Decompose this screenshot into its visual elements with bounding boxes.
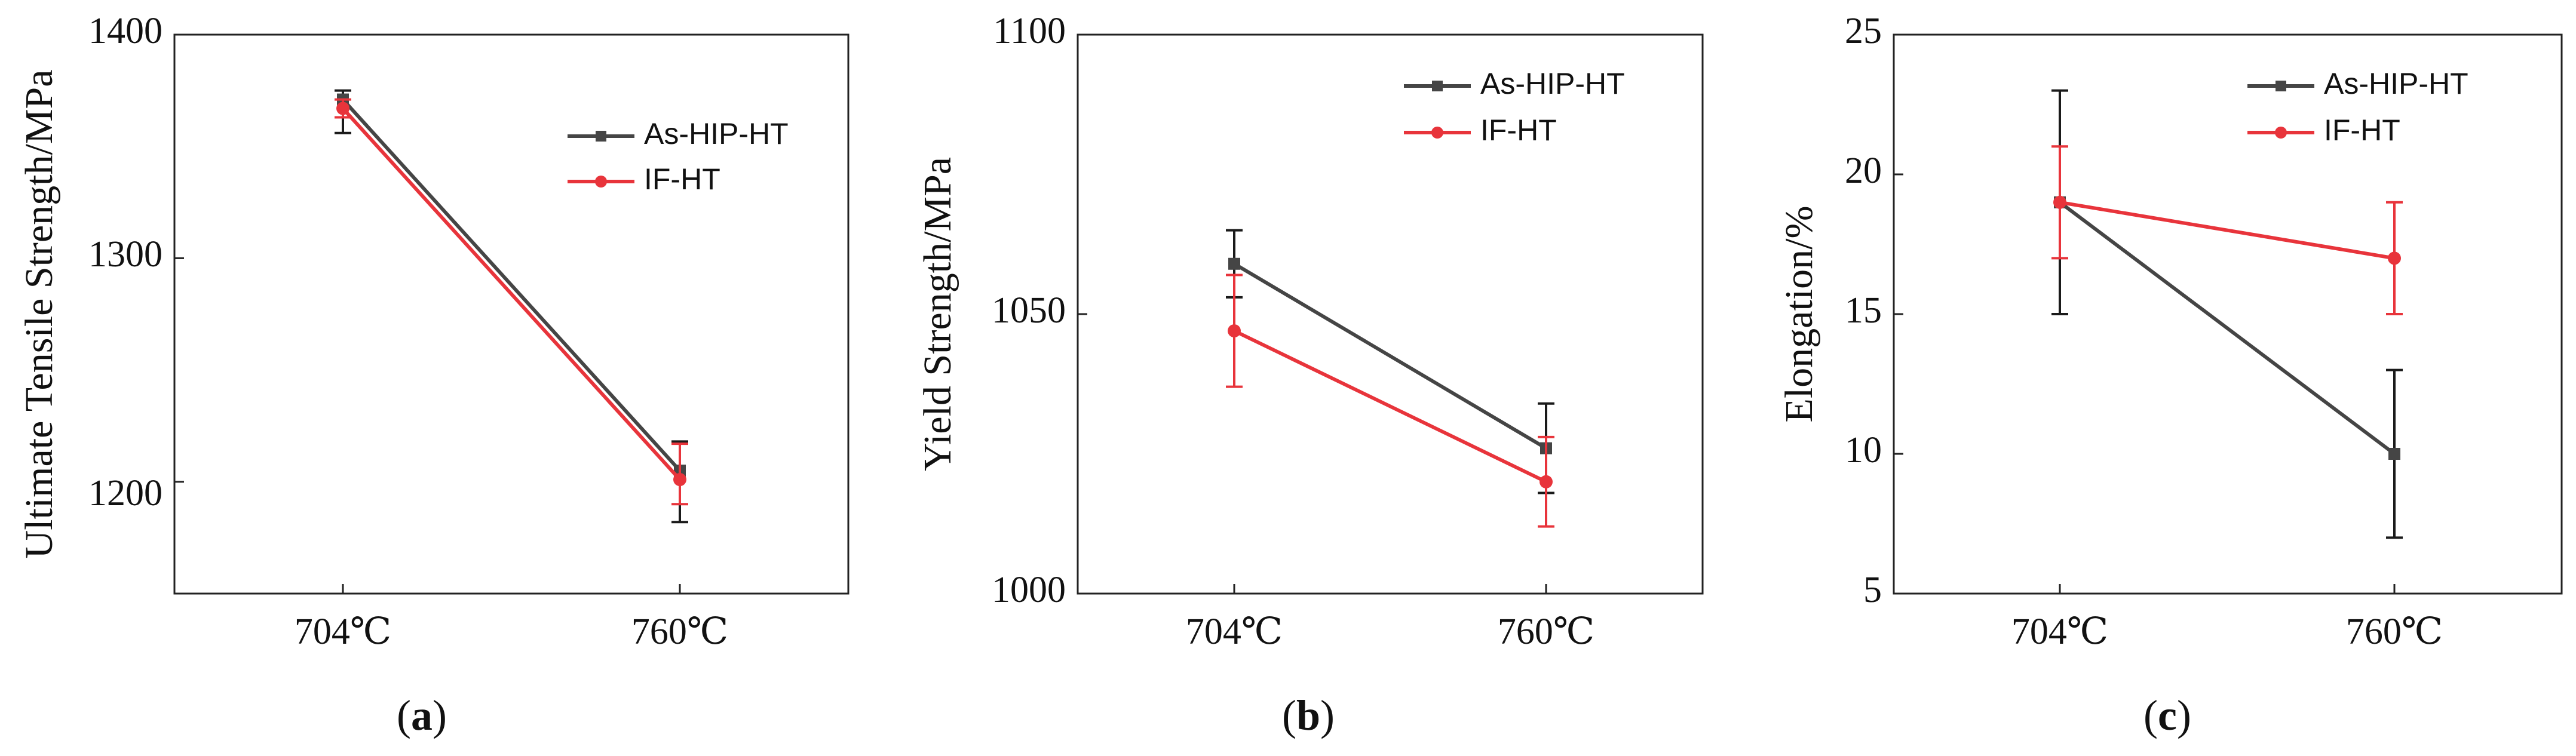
series-line-a-0	[341, 98, 682, 472]
ytick-label-c-0: 5	[1863, 570, 1882, 610]
ytick-label-c-1: 10	[1845, 430, 1882, 471]
ytick-label-a-1: 1300	[88, 234, 162, 275]
plot-frame-a	[173, 33, 850, 595]
panel-letter-b: b	[1296, 692, 1320, 739]
plot-data-b	[1226, 229, 1554, 528]
legend-label-c-1: IF-HT	[2324, 113, 2400, 147]
ytick-label-c-2: 15	[1845, 290, 1882, 331]
legend-marker-b-1	[1431, 127, 1443, 139]
ytick-label-c-4: 25	[1845, 11, 1882, 51]
plot-data-a	[335, 89, 688, 524]
y-ticks-b	[1078, 33, 1547, 595]
xtick-label-a-1: 760℃	[631, 611, 728, 652]
legend-label-a-0: As-HIP-HT	[644, 117, 789, 150]
legend-b: As-HIP-HT IF-HT	[1404, 67, 1625, 147]
legend-label-b-1: IF-HT	[1480, 113, 1557, 147]
plot-frame-b	[1077, 33, 1704, 595]
data-point-c-1-0	[2053, 195, 2066, 209]
panel-label-a: (a)	[397, 692, 447, 739]
data-point-a-1-1	[673, 473, 686, 487]
data-point-a-1-0	[336, 102, 349, 115]
ytick-label-b-1: 1050	[992, 290, 1066, 331]
legend-marker-a-1	[595, 176, 607, 188]
panel-label-c: (c)	[2143, 692, 2191, 739]
data-point-b-1-0	[1228, 324, 1241, 338]
series-line-c-1	[2059, 200, 2395, 260]
y-axis-title-a: Ultimate Tensile Strength/MPa	[17, 69, 61, 558]
panel-label-b: (b)	[1282, 692, 1335, 739]
legend-marker-a-0	[596, 131, 606, 142]
data-point-b-1-1	[1540, 475, 1553, 488]
legend-label-b-0: As-HIP-HT	[1480, 67, 1625, 100]
panel-a: 1200 1300 1400 704℃ 760℃ Ultimate Tensil…	[17, 11, 850, 739]
legend-c: As-HIP-HT IF-HT	[2247, 67, 2468, 147]
ytick-label-c-3: 20	[1845, 150, 1882, 191]
xtick-label-b-1: 760℃	[1498, 611, 1594, 652]
y-ticks-a	[174, 33, 681, 594]
panel-letter-a: a	[411, 692, 433, 739]
panel-b: 1000 1050 1100 704℃ 760℃ Yield Strength/…	[916, 11, 1704, 739]
series-line-b-0	[1233, 262, 1547, 450]
data-point-c-0-1	[2388, 448, 2400, 460]
plot-data-c	[2051, 89, 2403, 539]
legend-label-a-1: IF-HT	[644, 162, 720, 196]
series-line-b-1	[1233, 329, 1547, 484]
legend-a: As-HIP-HT IF-HT	[568, 117, 789, 196]
plot-frame-c	[1893, 33, 2563, 595]
ytick-label-a-0: 1200	[88, 473, 162, 514]
xtick-label-a-0: 704℃	[295, 611, 391, 652]
xtick-label-c-1: 760℃	[2346, 611, 2443, 652]
legend-marker-c-0	[2276, 81, 2286, 91]
legend-marker-c-1	[2275, 127, 2287, 139]
series-line-c-0	[2059, 201, 2396, 456]
series-line-a-1	[341, 107, 682, 481]
y-axis-title-b: Yield Strength/MPa	[916, 157, 959, 471]
panel-c: 5 10 15 20 25 704℃ 760℃ Elongation/% As-…	[1777, 11, 2563, 739]
xtick-label-c-0: 704℃	[2011, 611, 2108, 652]
y-ticks-c	[1894, 33, 2396, 595]
data-point-b-0-0	[1228, 257, 1240, 270]
ytick-label-a-2: 1400	[88, 11, 162, 51]
xtick-label-b-0: 704℃	[1186, 611, 1283, 652]
ytick-label-b-0: 1000	[992, 570, 1066, 610]
legend-marker-b-0	[1432, 81, 1443, 91]
y-axis-title-c: Elongation/%	[1777, 206, 1821, 423]
data-point-c-1-1	[2388, 251, 2401, 265]
ytick-label-b-2: 1100	[993, 11, 1066, 51]
legend-label-c-0: As-HIP-HT	[2324, 67, 2468, 100]
panel-letter-c: c	[2158, 692, 2177, 739]
